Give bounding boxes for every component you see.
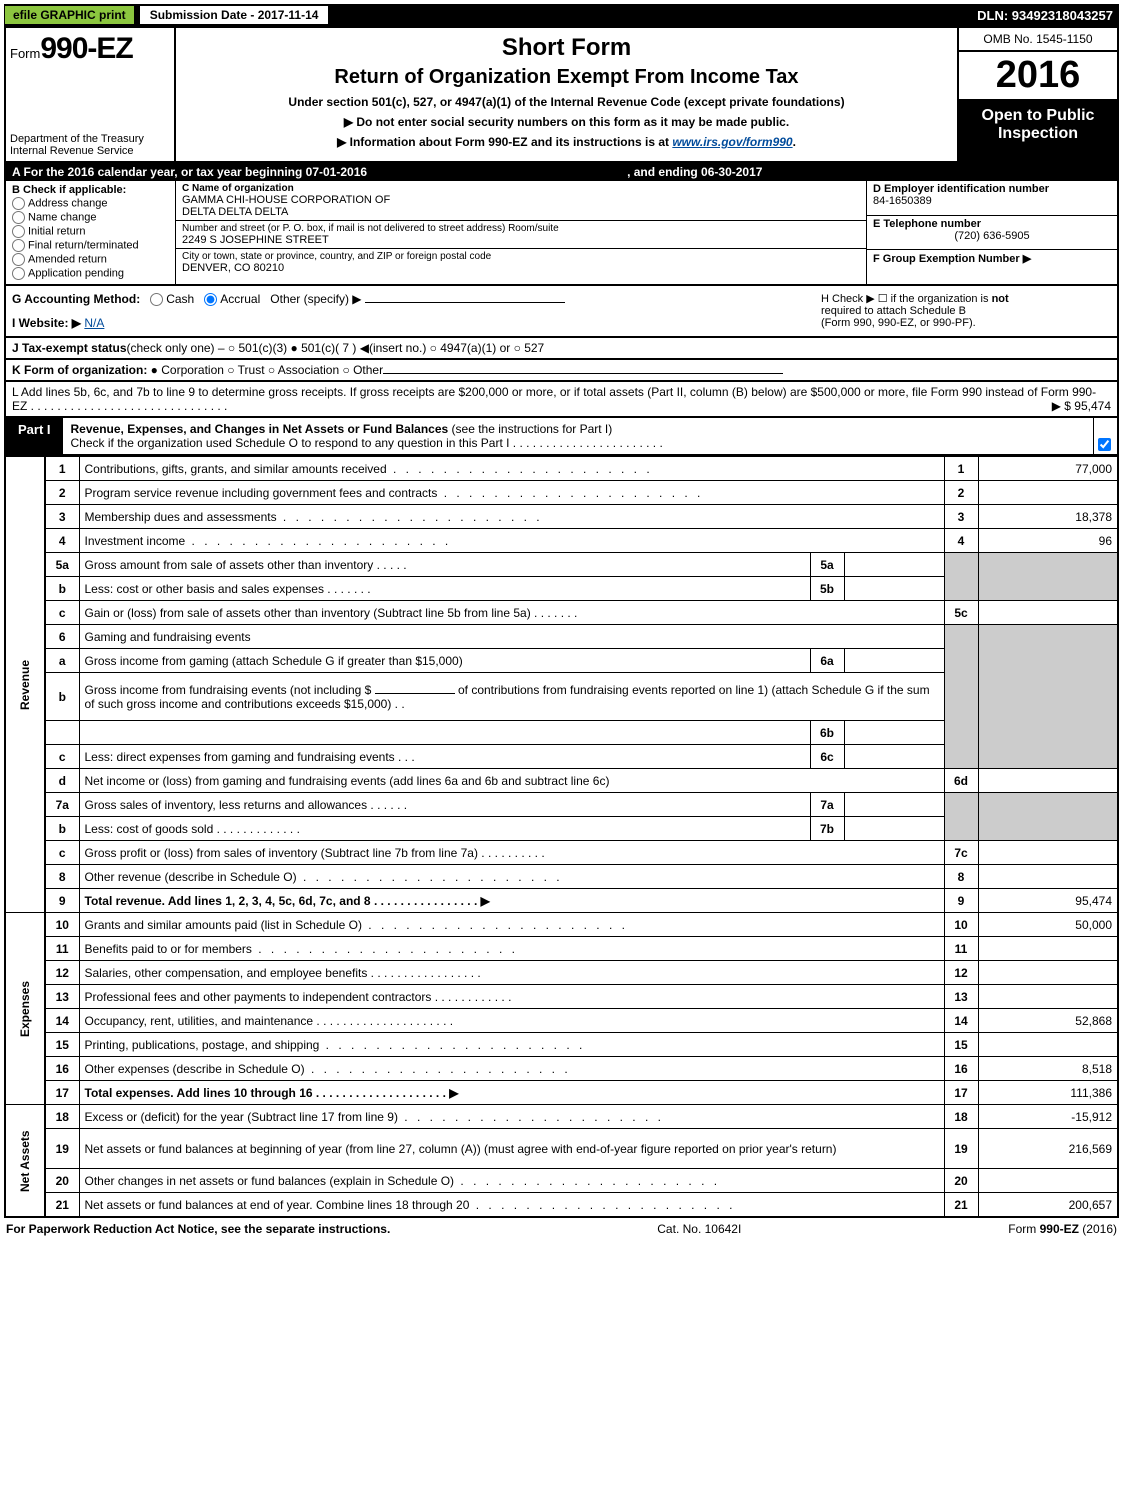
section-revenue-label: Revenue (5, 457, 45, 913)
check-final-return[interactable]: Final return/terminated (12, 239, 169, 252)
check-amended-return[interactable]: Amended return (12, 253, 169, 266)
irs-label: Internal Revenue Service (10, 145, 170, 157)
g-accounting-label: G Accounting Method: (12, 292, 140, 306)
row-g-h-i: G Accounting Method: Cash Accrual Other … (4, 286, 1119, 338)
g-cash-radio[interactable] (150, 293, 163, 306)
b-check-label: B Check if applicable: (12, 184, 169, 196)
tax-year: 2016 (959, 52, 1117, 101)
title-short-form: Short Form (186, 34, 947, 62)
row-j-tax-exempt: J Tax-exempt status(check only one) – ○ … (4, 338, 1119, 360)
form-number: Form990-EZ (10, 32, 170, 66)
footer-paperwork: For Paperwork Reduction Act Notice, see … (6, 1222, 390, 1236)
part-1-header: Part I Revenue, Expenses, and Changes in… (4, 418, 1119, 456)
f-group-exemption: F Group Exemption Number ▶ (873, 252, 1111, 265)
section-expenses-label: Expenses (5, 913, 45, 1105)
part-1-schedule-o-check[interactable] (1098, 438, 1111, 451)
check-address-change[interactable]: Address change (12, 197, 169, 210)
subtitle-ssn: ▶ Do not enter social security numbers o… (186, 115, 947, 129)
i-website-label: I Website: ▶ (12, 316, 81, 330)
submission-date-label: Submission Date - 2017-11-14 (139, 5, 330, 25)
d-ein-hint: D Employer identification number (873, 183, 1111, 195)
top-bar: efile GRAPHIC print Submission Date - 20… (4, 4, 1119, 26)
row-l-gross-receipts: L Add lines 5b, 6c, and 7b to line 9 to … (4, 382, 1119, 418)
addr-hint: Number and street (or P. O. box, if mail… (182, 223, 860, 234)
footer: For Paperwork Reduction Act Notice, see … (4, 1218, 1119, 1240)
part-1-check-line: Check if the organization used Schedule … (71, 436, 663, 450)
check-initial-return[interactable]: Initial return (12, 225, 169, 238)
website-value[interactable]: N/A (84, 316, 104, 330)
efile-print-button[interactable]: efile GRAPHIC print (4, 5, 135, 25)
org-name-1: GAMMA CHI-HOUSE CORPORATION OF (182, 194, 860, 206)
subtitle-section: Under section 501(c), 527, or 4947(a)(1)… (186, 95, 947, 109)
city-state-zip: DENVER, CO 80210 (182, 262, 860, 274)
title-return: Return of Organization Exempt From Incom… (186, 66, 947, 89)
lines-table: Revenue 1Contributions, gifts, grants, a… (4, 456, 1119, 1218)
ein-value: 84-1650389 (873, 195, 1111, 207)
dln-label: DLN: 93492318043257 (977, 8, 1119, 23)
form-header: Form990-EZ Department of the Treasury In… (4, 26, 1119, 163)
part-1-tab: Part I (6, 418, 63, 454)
row-a-tax-year: A For the 2016 calendar year, or tax yea… (4, 163, 1119, 181)
check-application-pending[interactable]: Application pending (12, 267, 169, 280)
org-name-2: DELTA DELTA DELTA (182, 206, 860, 218)
row-k-form-org: K Form of organization: ● Corporation ○ … (4, 360, 1119, 382)
g-other-label: Other (specify) ▶ (270, 292, 361, 306)
section-netassets-label: Net Assets (5, 1105, 45, 1217)
omb-number: OMB No. 1545-1150 (959, 28, 1117, 52)
city-hint: City or town, state or province, country… (182, 251, 860, 262)
open-to-public: Open to Public Inspection (959, 101, 1117, 161)
irs-link[interactable]: www.irs.gov/form990 (672, 135, 792, 149)
footer-catno: Cat. No. 10642I (657, 1222, 741, 1236)
footer-form: Form 990-EZ (2016) (1008, 1222, 1117, 1236)
subtitle-info: ▶ Information about Form 990-EZ and its … (186, 135, 947, 149)
phone-value: (720) 636-5905 (873, 230, 1111, 242)
gross-receipts-amount: ▶ $ 95,474 (1052, 399, 1111, 413)
e-phone-hint: E Telephone number (873, 218, 1111, 230)
g-accrual-radio[interactable] (204, 293, 217, 306)
street-address: 2249 S JOSEPHINE STREET (182, 234, 860, 246)
identification-block: B Check if applicable: Address change Na… (4, 181, 1119, 286)
h-check-text: H Check ▶ ☐ if the organization is (821, 293, 992, 305)
dept-treasury: Department of the Treasury (10, 133, 170, 145)
check-name-change[interactable]: Name change (12, 211, 169, 224)
c-hint: C Name of organization (182, 183, 860, 194)
